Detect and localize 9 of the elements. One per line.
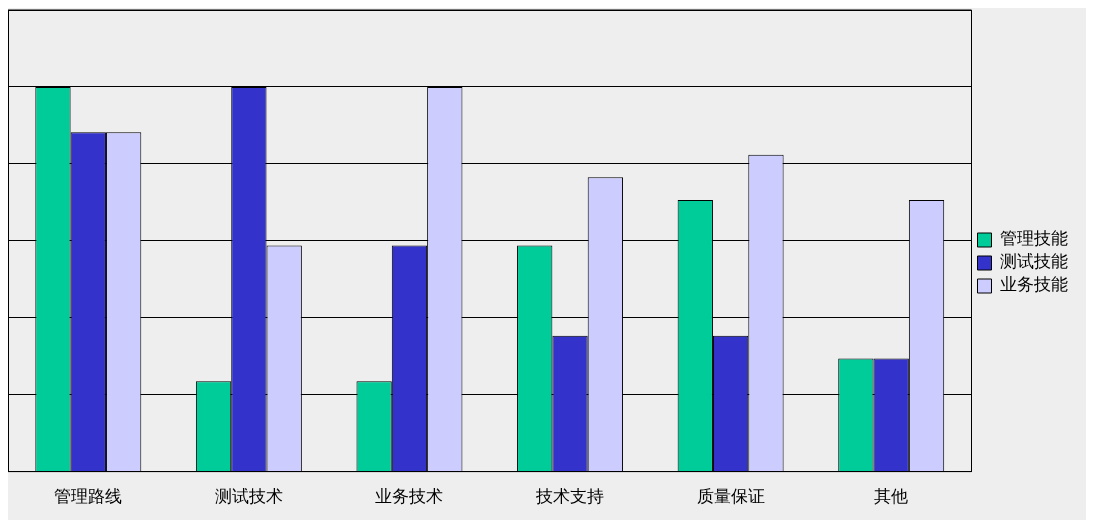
x-tick-label: 质量保证 — [696, 486, 765, 507]
legend-label: 管理技能 — [1000, 228, 1068, 249]
x-tick-label: 其他 — [874, 486, 909, 507]
x-tick-label: 管理路线 — [54, 486, 123, 507]
x-tick-label: 测试技术 — [214, 486, 283, 507]
legend-label: 测试技能 — [1000, 251, 1068, 272]
legend-label: 业务技能 — [1000, 274, 1068, 295]
x-tick-label: 技术支持 — [535, 486, 605, 507]
x-tick-label: 业务技术 — [375, 486, 444, 507]
